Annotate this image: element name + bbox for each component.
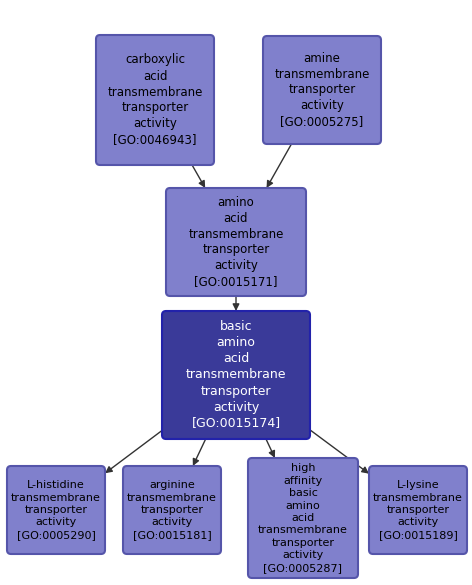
- Text: high
affinity
basic
amino
acid
transmembrane
transporter
activity
[GO:0005287]: high affinity basic amino acid transmemb…: [258, 463, 348, 573]
- Text: arginine
transmembrane
transporter
activity
[GO:0015181]: arginine transmembrane transporter activ…: [127, 480, 217, 540]
- FancyBboxPatch shape: [248, 458, 358, 578]
- FancyBboxPatch shape: [369, 466, 467, 554]
- FancyBboxPatch shape: [123, 466, 221, 554]
- FancyBboxPatch shape: [96, 35, 214, 165]
- FancyBboxPatch shape: [162, 311, 310, 439]
- Text: basic
amino
acid
transmembrane
transporter
activity
[GO:0015174]: basic amino acid transmembrane transport…: [186, 321, 286, 429]
- FancyBboxPatch shape: [166, 188, 306, 296]
- FancyBboxPatch shape: [263, 36, 381, 144]
- Text: amino
acid
transmembrane
transporter
activity
[GO:0015171]: amino acid transmembrane transporter act…: [188, 195, 284, 288]
- Text: amine
transmembrane
transporter
activity
[GO:0005275]: amine transmembrane transporter activity…: [274, 51, 370, 129]
- Text: L-histidine
transmembrane
transporter
activity
[GO:0005290]: L-histidine transmembrane transporter ac…: [11, 480, 101, 540]
- FancyBboxPatch shape: [7, 466, 105, 554]
- Text: L-lysine
transmembrane
transporter
activity
[GO:0015189]: L-lysine transmembrane transporter activ…: [373, 480, 463, 540]
- Text: carboxylic
acid
transmembrane
transporter
activity
[GO:0046943]: carboxylic acid transmembrane transporte…: [107, 53, 202, 146]
